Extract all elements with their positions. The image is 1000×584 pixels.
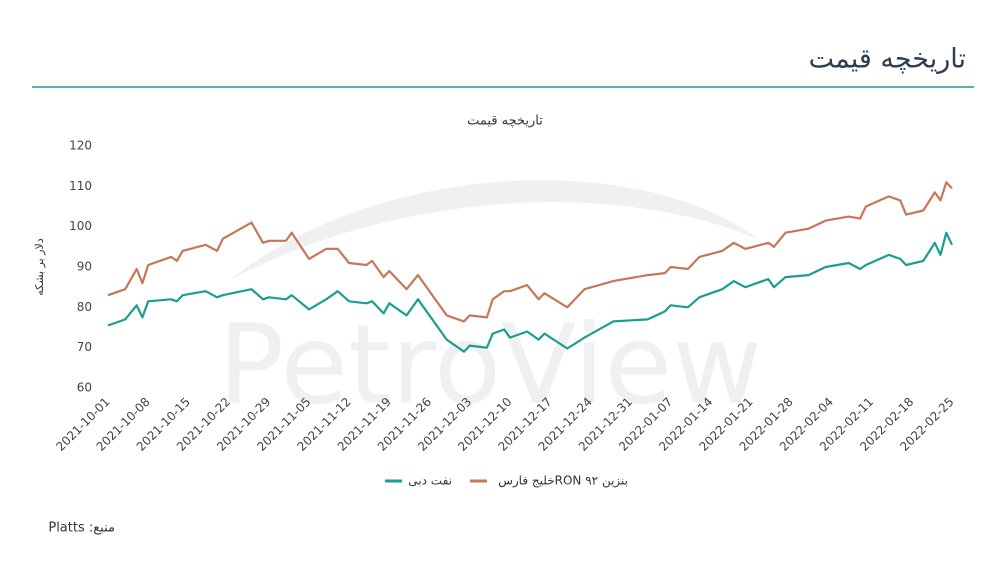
- series-line: [107, 231, 953, 353]
- y-tick-label: 70: [77, 340, 92, 354]
- series-line: [107, 181, 953, 323]
- watermark: PetroView: [218, 300, 762, 428]
- legend-label: نفت دبی: [408, 474, 452, 488]
- y-tick-label: 100: [69, 219, 92, 233]
- y-axis-label: دلار بر بشکه: [33, 238, 46, 296]
- source: منبع: Platts: [48, 521, 115, 536]
- page-heading: تاریخچه قیمت: [809, 44, 966, 75]
- watermark-arc: [230, 180, 760, 280]
- y-tick-label: 80: [77, 300, 92, 314]
- y-tick-label: 90: [77, 260, 92, 274]
- y-tick-label: 120: [69, 139, 92, 153]
- y-tick-label: 60: [77, 381, 92, 395]
- chart-title: تاریخچه قیمت: [467, 114, 543, 129]
- legend-label: بنزین ۹۲ RONخلیج فارس: [498, 474, 628, 489]
- y-tick-label: 110: [69, 179, 92, 193]
